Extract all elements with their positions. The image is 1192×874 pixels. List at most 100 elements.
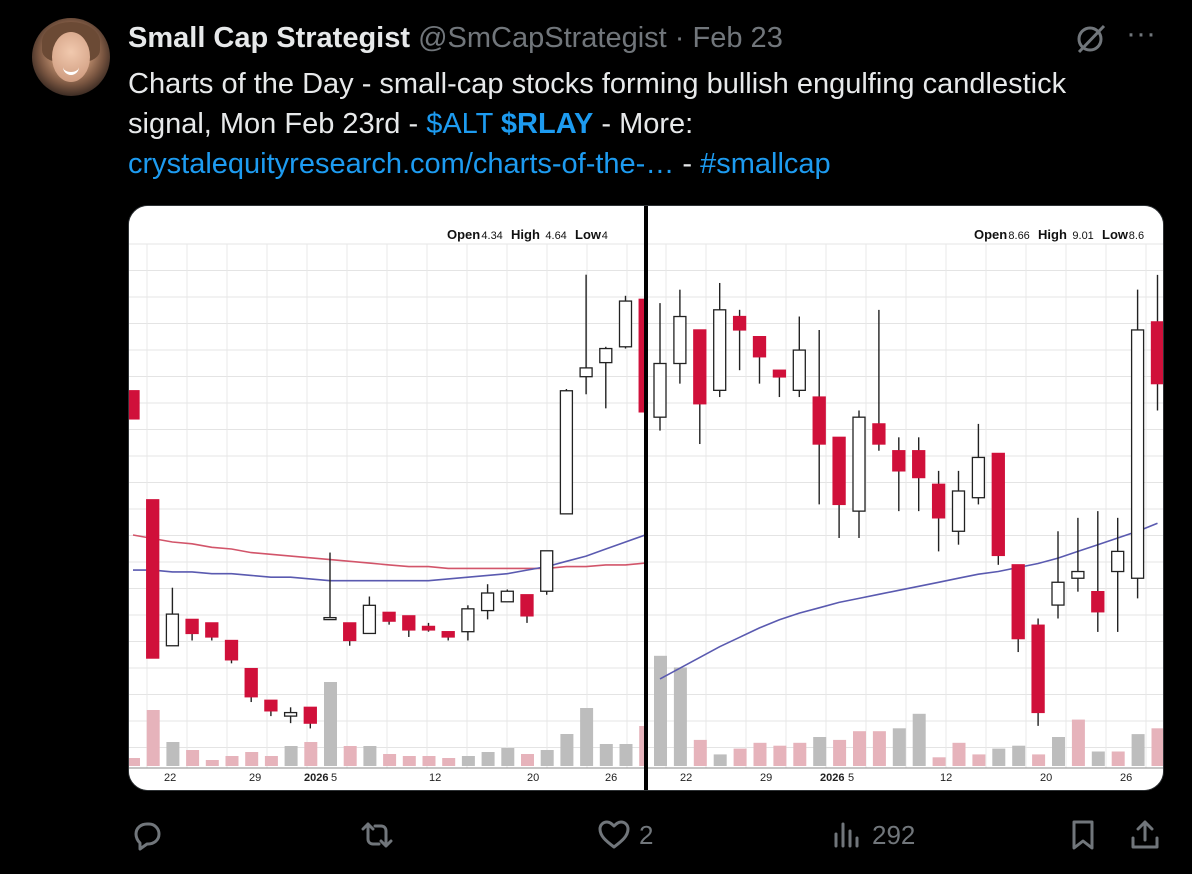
header-open-value: 8.66 bbox=[1008, 230, 1029, 242]
volume-bar bbox=[442, 758, 456, 766]
view-count: 292 bbox=[872, 819, 916, 850]
volume-bar bbox=[225, 756, 239, 766]
tweet-line-2: signal, Mon Feb 23rd - $ALT $RLAY - More… bbox=[128, 104, 1168, 144]
volume-bar bbox=[952, 742, 966, 766]
volume-bar bbox=[383, 754, 397, 766]
author-handle[interactable]: @SmCapStrategist bbox=[418, 22, 667, 54]
moving-average-blue bbox=[133, 534, 646, 582]
volume-bar bbox=[793, 742, 807, 766]
candle-body bbox=[421, 625, 436, 631]
volume-bar bbox=[521, 754, 534, 766]
volume-bar bbox=[619, 744, 633, 766]
tweet-text: Charts of the Day - small-cap stocks for… bbox=[128, 64, 1168, 184]
volume-bar bbox=[481, 752, 495, 766]
volume-bar bbox=[402, 756, 416, 766]
candle-body bbox=[912, 450, 926, 479]
header-low-label: Low bbox=[575, 227, 602, 242]
header-low-value: 4 bbox=[602, 230, 608, 242]
candle-body bbox=[540, 550, 554, 592]
candle-body bbox=[441, 631, 455, 638]
candle-body bbox=[852, 416, 866, 512]
volume-bar bbox=[753, 742, 767, 766]
volume-bar bbox=[304, 742, 318, 766]
volume-bar bbox=[992, 748, 1006, 766]
volume-bar bbox=[599, 744, 613, 766]
candle-body bbox=[713, 309, 727, 391]
volume-bar bbox=[363, 746, 377, 766]
candle-body bbox=[1150, 321, 1163, 385]
tweet-line-2-tail: - More: bbox=[593, 108, 694, 140]
candle-body bbox=[951, 490, 966, 532]
candle-body bbox=[931, 483, 946, 519]
volume-bar bbox=[1071, 719, 1085, 766]
header-separator: · bbox=[674, 22, 685, 54]
volume-bar bbox=[892, 728, 906, 766]
header-high-label: High bbox=[511, 227, 540, 242]
volume-bar bbox=[422, 756, 436, 766]
x-tick-label: 2026 bbox=[304, 772, 328, 784]
candle-body bbox=[129, 390, 140, 420]
x-tick-label: 22 bbox=[680, 772, 692, 784]
share-icon bbox=[1131, 820, 1159, 849]
cashtag-alt[interactable]: $ALT bbox=[426, 108, 493, 140]
volume-bar bbox=[932, 757, 946, 766]
reply-button[interactable] bbox=[130, 818, 164, 852]
header-low-value: 8.6 bbox=[1129, 230, 1144, 242]
volume-bar bbox=[129, 758, 140, 766]
candle-body bbox=[599, 347, 613, 364]
like-button[interactable]: 2 bbox=[597, 818, 653, 852]
volume-bar bbox=[186, 750, 200, 766]
like-count: 2 bbox=[639, 819, 654, 850]
candlestick-chart-2: Open 8.66 High 9.01 Low 8.622 29 2026 5 12 20 26 bbox=[648, 206, 1163, 790]
retweet-button[interactable] bbox=[360, 818, 394, 852]
tweet-header: Small Cap Strategist @SmCapStrategist · … bbox=[128, 20, 783, 56]
hashtag-smallcap[interactable]: #smallcap bbox=[700, 148, 831, 180]
volume-bar bbox=[773, 745, 787, 766]
candle-body bbox=[323, 616, 337, 621]
candle-body bbox=[991, 452, 1005, 557]
volume-bar bbox=[580, 708, 594, 766]
x-tick-label: 22 bbox=[164, 772, 176, 784]
x-tick-label: 5 bbox=[331, 772, 337, 784]
views-button[interactable]: 292 bbox=[830, 818, 915, 852]
volume-bar bbox=[972, 754, 986, 766]
cashtag-rlay[interactable]: $RLAY bbox=[500, 108, 594, 140]
avatar[interactable] bbox=[32, 18, 110, 96]
candle-body bbox=[1111, 550, 1125, 573]
candle-body bbox=[732, 315, 747, 331]
volume-bar bbox=[1012, 745, 1026, 766]
bookmark-icon bbox=[1072, 820, 1094, 850]
volume-bar bbox=[166, 742, 180, 766]
x-tick-label: 26 bbox=[1120, 772, 1132, 784]
x-tick-label: 2026 bbox=[820, 772, 844, 784]
tweet-date[interactable]: Feb 23 bbox=[692, 22, 783, 54]
x-tick-label: 29 bbox=[249, 772, 261, 784]
link-dash: - bbox=[674, 148, 701, 180]
candle-body bbox=[1011, 564, 1025, 640]
more-icon[interactable]: ··· bbox=[1126, 17, 1156, 50]
share-button[interactable] bbox=[1128, 818, 1162, 852]
candle-body bbox=[559, 390, 574, 515]
author-name[interactable]: Small Cap Strategist bbox=[128, 22, 411, 54]
chart-divider bbox=[644, 206, 648, 790]
heart-icon bbox=[598, 820, 630, 849]
header-open-value: 4.34 bbox=[481, 230, 502, 242]
candle-body bbox=[792, 349, 806, 391]
volume-bar bbox=[540, 750, 554, 766]
candle-body bbox=[303, 706, 317, 724]
grok-icon[interactable] bbox=[1074, 22, 1108, 56]
candle-body bbox=[971, 456, 986, 499]
volume-bar bbox=[654, 655, 667, 766]
candle-body bbox=[480, 592, 495, 612]
candle-body bbox=[1071, 570, 1085, 579]
reply-icon bbox=[134, 822, 161, 851]
candle-body bbox=[772, 369, 787, 378]
candle-body bbox=[205, 622, 219, 638]
header-open-label: Open bbox=[974, 227, 1007, 242]
candle-body bbox=[244, 667, 258, 698]
tweet-media[interactable]: Open 4.34 High 4.64 Low 4 22 29 2026 5 12 20 26 Open 8… bbox=[128, 205, 1164, 791]
article-link[interactable]: crystalequityresearch.com/charts-of-the-… bbox=[128, 148, 675, 180]
candle-body bbox=[362, 604, 377, 635]
volume-bar bbox=[146, 710, 160, 766]
bookmark-button[interactable] bbox=[1066, 818, 1100, 852]
